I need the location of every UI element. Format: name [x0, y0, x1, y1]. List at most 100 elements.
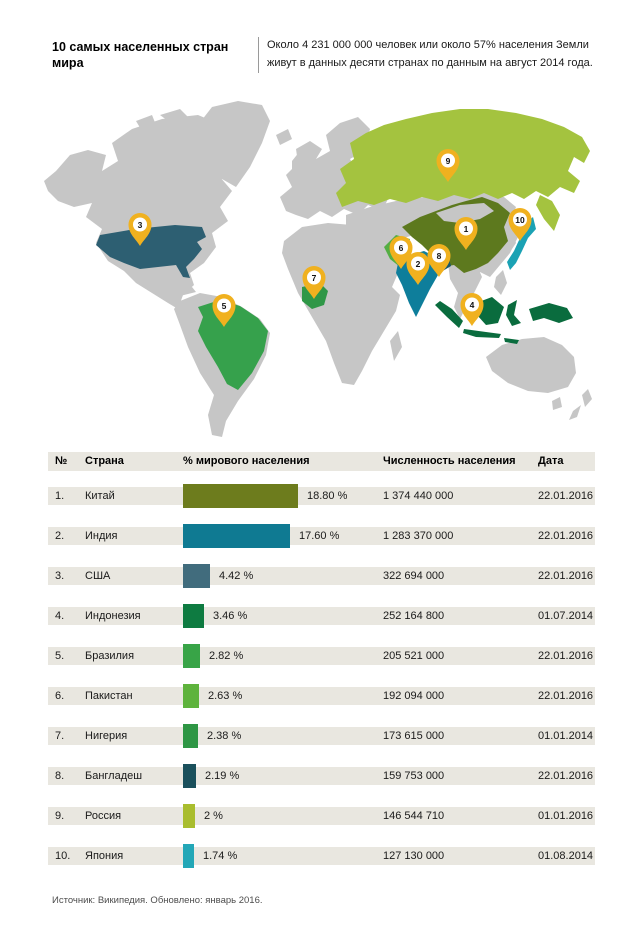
landmass-greenland: [192, 101, 270, 187]
population-value: 173 615 000: [383, 730, 445, 742]
country-name-cell: Нигерия: [85, 730, 128, 742]
column-header-country: Страна: [85, 455, 124, 467]
population-value: 127 130 000: [383, 850, 445, 862]
row-number-cell: 5.: [55, 650, 65, 662]
landmass-philippines: [494, 270, 507, 295]
population-share-bar: [183, 484, 298, 508]
country-indonesia: [435, 297, 573, 344]
population-share-bar: [183, 604, 204, 628]
row-number-cell: 7.: [55, 730, 65, 742]
pin-number: 3: [138, 220, 143, 230]
date-value: 22.01.2016: [538, 770, 594, 782]
pin-number: 9: [446, 156, 451, 166]
date-value: 22.01.2016: [538, 570, 594, 582]
map-marker-india: 2: [406, 252, 430, 285]
country-name-cell: США: [85, 570, 111, 582]
landmass-arctic-islands: [136, 109, 190, 131]
pin-circle: [459, 221, 473, 236]
column-header-date: Дата: [538, 455, 564, 467]
percent-label: 17.60 %: [299, 530, 340, 542]
population-value: 1 283 370 000: [383, 530, 454, 542]
landmass-australia: [486, 337, 592, 420]
date-value: 22.01.2016: [538, 650, 594, 662]
map-marker-brazil: 5: [212, 294, 236, 327]
pin-circle: [432, 248, 446, 263]
population-value: 1 374 440 000: [383, 490, 454, 502]
population-share-bar: [183, 844, 194, 868]
population-share-bar: [183, 564, 210, 588]
date-value: 01.07.2014: [538, 610, 594, 622]
population-table: № Страна % мирового населения Численност…: [48, 452, 595, 887]
column-header-num: №: [55, 455, 68, 467]
column-header-population: Численность населения: [383, 455, 516, 467]
percent-label: 2.19 %: [205, 770, 240, 782]
population-share-bar: [183, 524, 290, 548]
row-number-cell: 1.: [55, 490, 65, 502]
pin-circle: [307, 270, 321, 285]
pin-number: 1: [464, 224, 469, 234]
pin-number: 4: [470, 300, 475, 310]
population-share-bar: [183, 804, 195, 828]
subtitle-line-2: живут в данных десяти странах по данным …: [267, 57, 593, 69]
subtitle-line-1: Около 4 231 000 000 человек или около 57…: [267, 39, 589, 51]
table-rows: 1. Китай 18.80 % 1 374 440 000 22.01.201…: [48, 484, 595, 868]
population-value: 159 753 000: [383, 770, 445, 782]
percent-label: 2.38 %: [207, 730, 242, 742]
percent-label: 1.74 %: [203, 850, 238, 862]
pin-number: 7: [312, 273, 317, 283]
country-name-cell: Бангладеш: [85, 770, 143, 782]
table-row: 6. Пакистан 2.63 % 192 094 000 22.01.201…: [48, 684, 595, 708]
date-value: 01.08.2014: [538, 850, 594, 862]
percent-label: 2 %: [204, 810, 223, 822]
row-number-cell: 4.: [55, 610, 65, 622]
date-value: 01.01.2016: [538, 810, 594, 822]
population-value: 205 521 000: [383, 650, 445, 662]
source-note: Источник: Википедия. Обновлено: январь 2…: [52, 895, 263, 906]
row-number-cell: 9.: [55, 810, 65, 822]
country-name-cell: Китай: [85, 490, 115, 502]
pin-circle: [133, 217, 147, 232]
map-marker-russia: 9: [436, 149, 460, 182]
country-usa: [96, 225, 206, 278]
percent-label: 3.46 %: [213, 610, 248, 622]
table-header: № Страна % мирового населения Численност…: [48, 452, 595, 471]
table-row: 10. Япония 1.74 % 127 130 000 01.08.2014: [48, 844, 595, 868]
table-row: 1. Китай 18.80 % 1 374 440 000 22.01.201…: [48, 484, 595, 508]
map-marker-pakistan: 6: [389, 236, 413, 269]
population-share-bar: [183, 724, 198, 748]
date-value: 22.01.2016: [538, 690, 594, 702]
pin-circle: [217, 298, 231, 313]
column-header-pct: % мирового населения: [183, 455, 310, 467]
landmass-caribbean: [176, 287, 196, 296]
landmass-iceland-uk: [276, 129, 306, 175]
pin-circle: [513, 212, 527, 227]
pin-number: 2: [416, 259, 421, 269]
country-name-cell: Индонезия: [85, 610, 141, 622]
country-name-cell: Пакистан: [85, 690, 133, 702]
map-marker-bangladesh: 8: [427, 244, 451, 277]
pin-number: 5: [222, 301, 227, 311]
map-marker-nigeria: 7: [302, 266, 326, 299]
percent-label: 18.80 %: [307, 490, 348, 502]
pin-circle: [394, 240, 408, 255]
population-value: 146 544 710: [383, 810, 445, 822]
country-brazil: [198, 300, 268, 390]
country-name-cell: Япония: [85, 850, 124, 862]
percent-label: 2.63 %: [208, 690, 243, 702]
date-value: 22.01.2016: [538, 490, 594, 502]
percent-label: 2.82 %: [209, 650, 244, 662]
table-row: 5. Бразилия 2.82 % 205 521 000 22.01.201…: [48, 644, 595, 668]
row-number-cell: 10.: [55, 850, 71, 862]
pin-circle: [411, 256, 425, 271]
landmass-africa: [282, 223, 408, 385]
table-row: 9. Россия 2 % 146 544 710 01.01.2016: [48, 804, 595, 828]
pin-circle: [465, 297, 479, 312]
world-map: 1 2 3 4 5 6 7: [44, 101, 592, 437]
country-name-cell: Бразилия: [85, 650, 135, 662]
map-marker-usa: 3: [128, 213, 152, 246]
date-value: 22.01.2016: [538, 530, 594, 542]
pin-circle: [441, 153, 455, 168]
population-value: 192 094 000: [383, 690, 445, 702]
country-name-cell: Россия: [85, 810, 122, 822]
map-marker-china: 1: [454, 217, 478, 250]
